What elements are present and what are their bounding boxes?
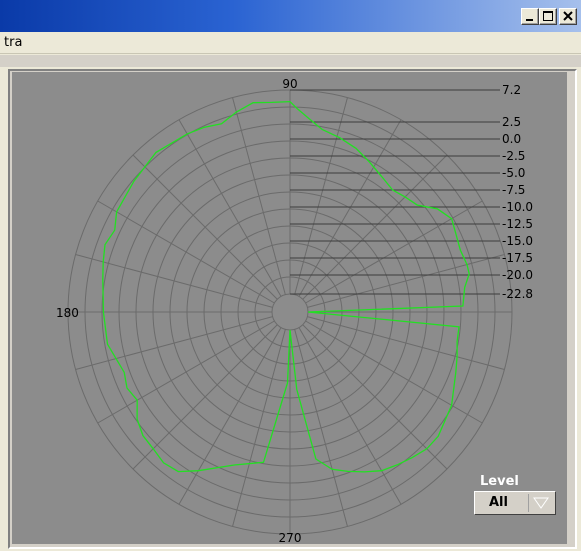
- radial-tick-label: -20.0: [502, 268, 533, 282]
- grid-spoke: [75, 316, 273, 370]
- radial-tick-label: -5.0: [502, 166, 525, 180]
- radial-tick-label: -10.0: [502, 200, 533, 214]
- radial-tick-label: 0.0: [502, 132, 521, 146]
- close-button[interactable]: [559, 8, 577, 25]
- grid-spoke: [97, 320, 275, 424]
- grid-spoke: [132, 154, 278, 300]
- grid-spoke: [307, 254, 505, 308]
- level-value: All: [489, 495, 508, 510]
- grid-spoke: [132, 324, 278, 470]
- angle-spokes: [68, 90, 512, 534]
- grid-spoke: [294, 329, 348, 527]
- minimize-button[interactable]: [521, 8, 539, 25]
- level-dropdown[interactable]: All: [474, 491, 556, 515]
- radial-tick-label: -22.8: [502, 287, 533, 301]
- grid-spoke: [305, 320, 483, 424]
- angle-label-180: 180: [56, 306, 79, 320]
- grid-spoke: [178, 327, 282, 505]
- menu-item-extra[interactable]: tra: [4, 35, 23, 50]
- close-icon: [563, 11, 573, 21]
- angle-label-270: 270: [279, 531, 302, 544]
- grid-spoke: [298, 119, 402, 297]
- grid-spoke: [298, 327, 402, 505]
- grid-spoke: [305, 200, 483, 304]
- radial-tick-label: -7.5: [502, 183, 525, 197]
- grid-spoke: [75, 254, 273, 308]
- chevron-down-icon[interactable]: [528, 494, 552, 512]
- grid-spoke: [97, 200, 275, 304]
- radial-tick-label: -17.5: [502, 251, 533, 265]
- grid-spoke: [307, 316, 505, 370]
- radial-tick-label: 7.2: [502, 83, 521, 97]
- toolbar-strip: [0, 55, 581, 67]
- pattern-trace: [102, 100, 470, 473]
- level-label: Level: [480, 474, 519, 489]
- menu-bar: tra: [0, 32, 581, 54]
- polar-chart: 7.2 2.5 0.0 -2.5 -5.0 -7.5 -10.0 -12.5 -15.0 -17.…: [12, 72, 567, 544]
- radial-tick-label: -2.5: [502, 149, 525, 163]
- title-bar[interactable]: [0, 0, 581, 32]
- level-control: Level All: [474, 474, 556, 518]
- grid-spoke: [232, 329, 286, 527]
- minimize-icon: [526, 19, 533, 21]
- radial-tick-label: -12.5: [502, 217, 533, 231]
- grid-spoke: [302, 324, 448, 470]
- maximize-button[interactable]: [539, 8, 557, 25]
- grid-spoke: [294, 97, 348, 295]
- angle-label-90: 90: [282, 77, 297, 91]
- radial-tick-label: 2.5: [502, 115, 521, 129]
- radial-tick-label: -15.0: [502, 234, 533, 248]
- grid-spoke: [232, 97, 286, 295]
- radial-tick-labels: 7.2 2.5 0.0 -2.5 -5.0 -7.5 -10.0 -12.5 -15.0 -17.…: [290, 83, 533, 301]
- maximize-icon: [543, 11, 553, 21]
- grid-spoke: [178, 119, 282, 297]
